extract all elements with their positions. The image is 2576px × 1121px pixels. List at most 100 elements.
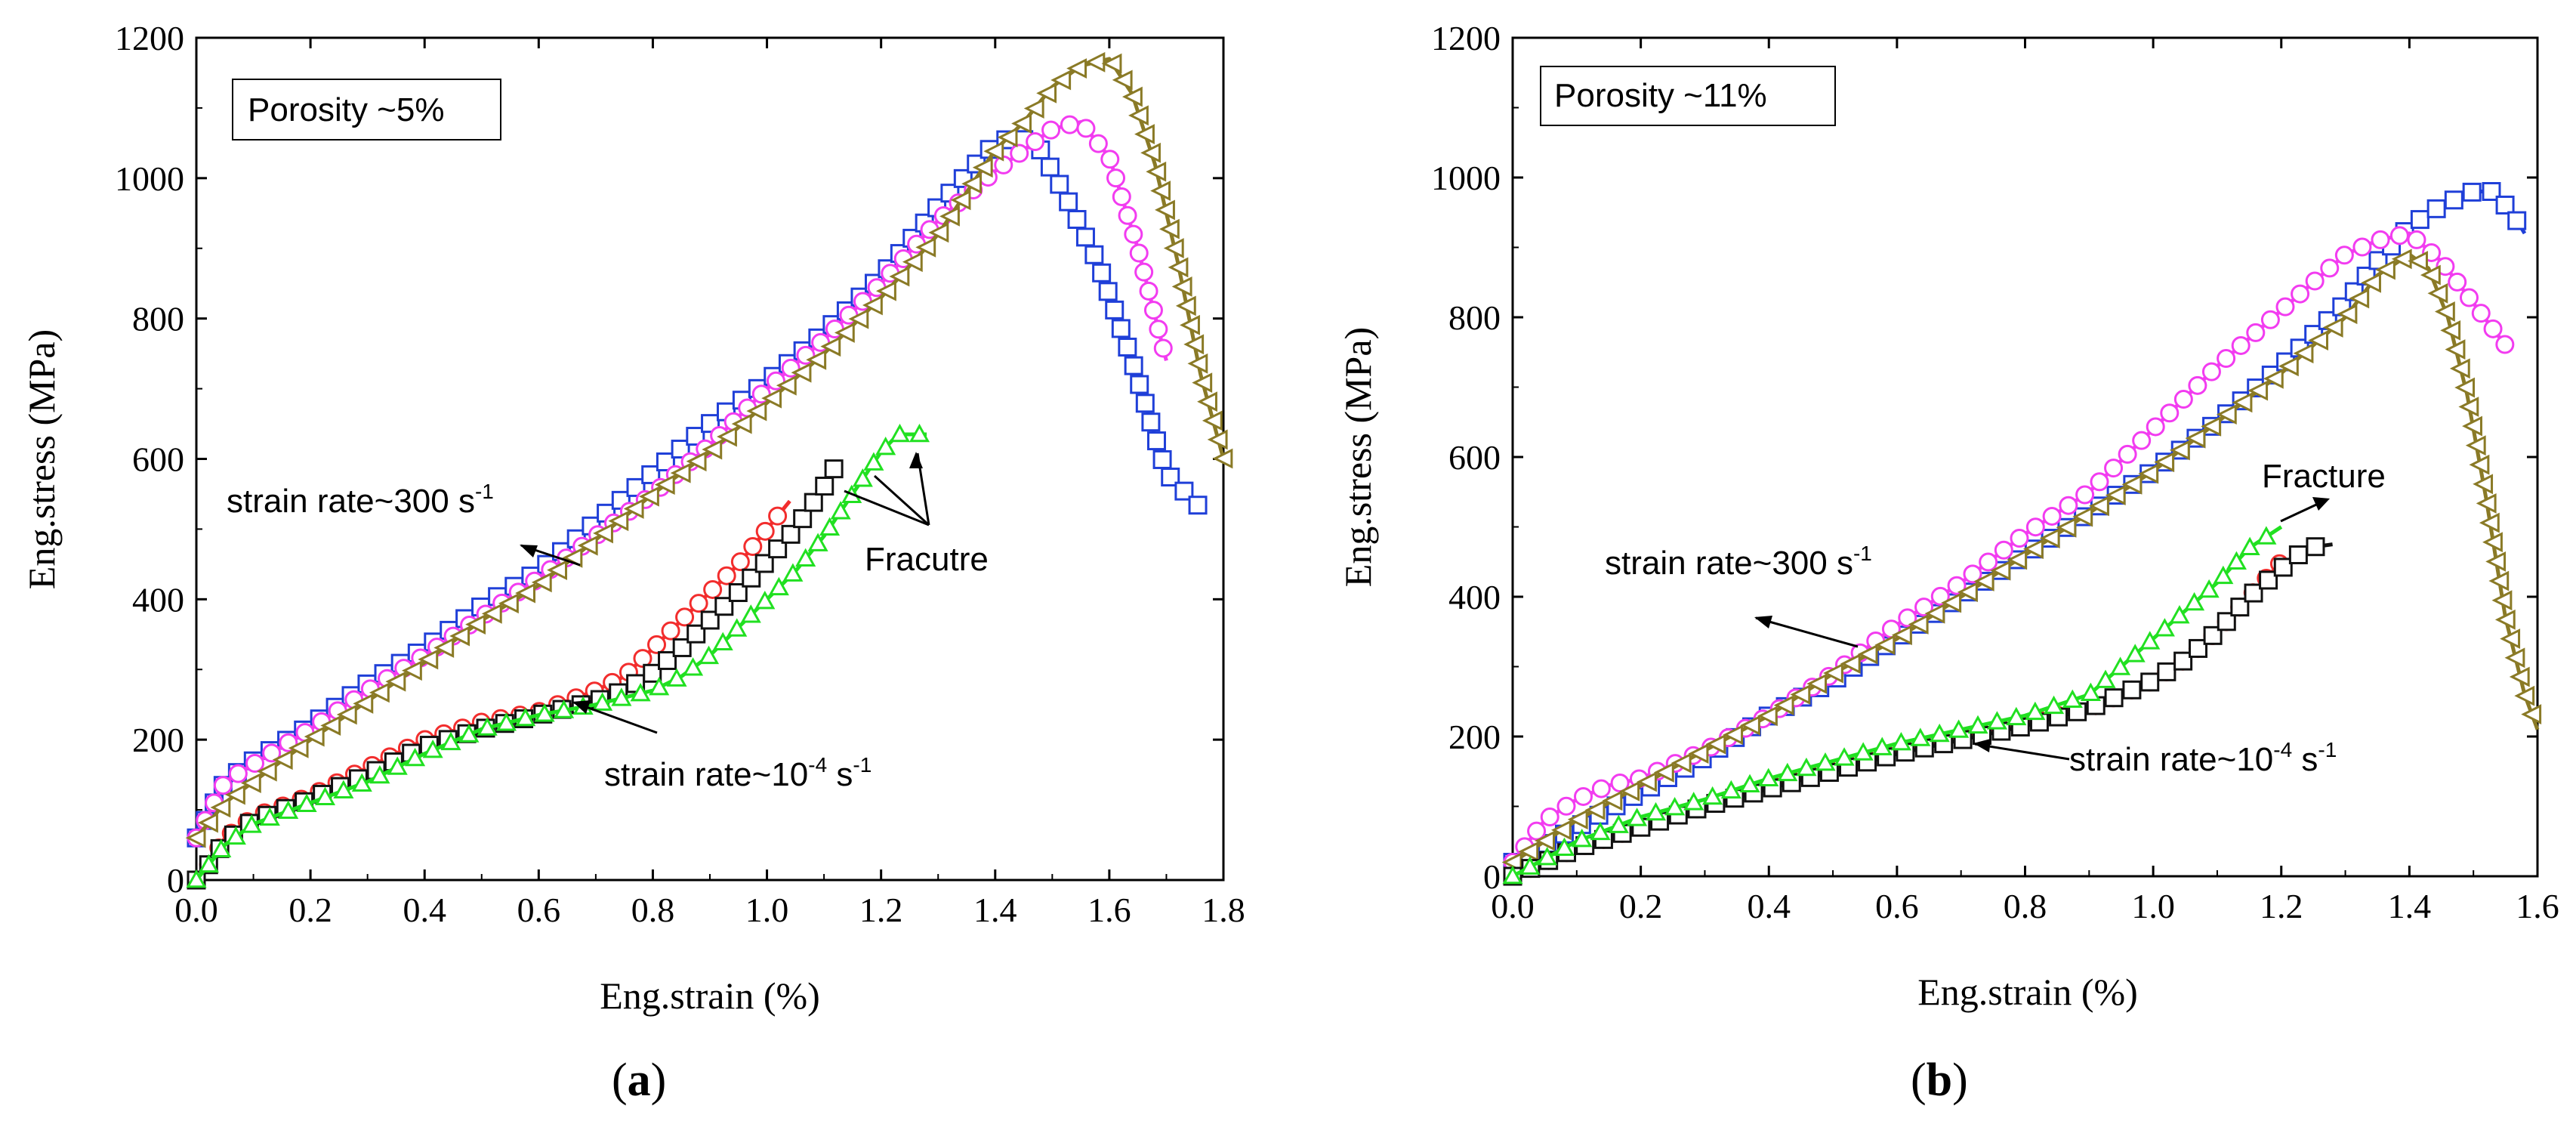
series-tri-up <box>186 423 930 888</box>
annotation-low-rate-b: strain rate~10-4 s-1 <box>2069 738 2337 778</box>
data-point <box>2426 199 2446 218</box>
x-tick-label: 0.4 <box>1748 887 1791 925</box>
data-point <box>241 814 262 833</box>
data-point <box>1188 496 1208 515</box>
y-tick-label: 200 <box>132 721 184 759</box>
data-point <box>225 784 245 805</box>
data-point <box>649 676 670 696</box>
data-point <box>928 222 949 243</box>
data-point <box>2291 284 2310 304</box>
data-point <box>278 800 299 819</box>
data-point <box>1155 199 1175 221</box>
chart-panel-a: 0.0 0.2 0.4 0.6 0.8 1.0 1.2 1.4 1.6 1.8 0 200 400 600… <box>20 19 1245 1106</box>
data-point <box>2173 651 2193 671</box>
data-point <box>2308 330 2329 351</box>
data-point <box>1815 752 1836 771</box>
data-point <box>2160 403 2180 423</box>
data-point <box>465 614 486 635</box>
data-point <box>755 521 775 541</box>
data-point <box>481 603 502 624</box>
data-point <box>671 440 690 459</box>
data-point <box>592 692 613 711</box>
x-tick-label: 1.2 <box>859 891 903 929</box>
data-point <box>852 468 873 487</box>
data-point <box>240 773 261 794</box>
x-tick-label: 0.8 <box>2004 887 2047 925</box>
data-point <box>2482 182 2501 201</box>
data-point <box>1898 608 1917 628</box>
data-point <box>1519 856 1541 875</box>
data-point <box>1567 809 1588 830</box>
data-point <box>2495 195 2515 215</box>
y-tick-label: 600 <box>1448 438 1501 477</box>
data-point <box>2138 463 2159 484</box>
data-point <box>2361 272 2381 293</box>
data-point <box>2259 570 2278 590</box>
series-square <box>187 459 844 890</box>
data-point <box>2154 452 2175 473</box>
data-point <box>686 624 706 644</box>
data-point <box>2216 404 2237 425</box>
y-tick-label: 200 <box>1448 718 1501 756</box>
data-point <box>1121 86 1143 107</box>
data-point <box>515 582 536 604</box>
data-point <box>804 493 823 512</box>
data-point <box>1948 719 1970 738</box>
data-point <box>623 499 644 519</box>
x-tick-label: 0.4 <box>403 891 446 929</box>
series-tri-left <box>1501 249 2542 872</box>
data-point <box>1026 132 1045 152</box>
data-point <box>2185 428 2206 449</box>
data-point <box>1111 319 1131 338</box>
data-point <box>2334 246 2354 265</box>
data-point <box>2440 320 2461 341</box>
data-point <box>2436 257 2455 276</box>
data-point <box>2488 570 2510 591</box>
data-point <box>1929 723 1950 743</box>
data-point <box>641 465 661 484</box>
x-tick-label: 1.0 <box>745 891 789 929</box>
data-point <box>1823 662 1843 684</box>
data-point <box>433 638 455 658</box>
data-point <box>781 524 801 544</box>
data-point <box>1010 144 1029 163</box>
data-point <box>2201 415 2222 437</box>
arrowhead-fracture-a-3 <box>909 452 923 468</box>
data-point <box>1150 181 1171 202</box>
data-point <box>1957 582 1978 603</box>
y-tick-label: 600 <box>132 440 184 479</box>
data-point <box>1527 821 1547 841</box>
data-point <box>824 459 844 479</box>
data-point <box>1174 481 1194 501</box>
data-point <box>272 749 293 770</box>
data-point <box>2010 528 2029 548</box>
data-point <box>889 423 911 443</box>
data-point <box>515 707 536 727</box>
y-tick-label: 0 <box>167 861 184 900</box>
data-point <box>2247 380 2269 401</box>
data-point <box>717 426 737 447</box>
data-point <box>806 349 827 370</box>
data-point <box>2025 517 2045 537</box>
data-point <box>2080 682 2101 701</box>
data-point <box>686 451 707 472</box>
data-point <box>2476 493 2497 514</box>
x-tick-label: 1.4 <box>2388 887 2432 925</box>
data-point <box>815 477 835 496</box>
data-point <box>1124 224 1143 244</box>
data-point <box>1537 847 1558 866</box>
data-point <box>2306 537 2325 557</box>
data-point <box>1590 821 1611 841</box>
annotations-a: strain rate~300 s-1 strain rate~10-4 s-1… <box>227 452 989 793</box>
data-point <box>2095 669 2116 688</box>
data-point <box>2246 323 2266 342</box>
data-point <box>768 506 788 526</box>
data-point <box>1619 780 1640 801</box>
data-point <box>2122 680 2142 699</box>
data-point <box>1158 218 1180 239</box>
data-point <box>1212 448 1233 469</box>
data-point <box>2495 335 2515 354</box>
data-point <box>2465 435 2486 456</box>
data-point <box>2062 689 2083 709</box>
data-point <box>746 400 767 422</box>
